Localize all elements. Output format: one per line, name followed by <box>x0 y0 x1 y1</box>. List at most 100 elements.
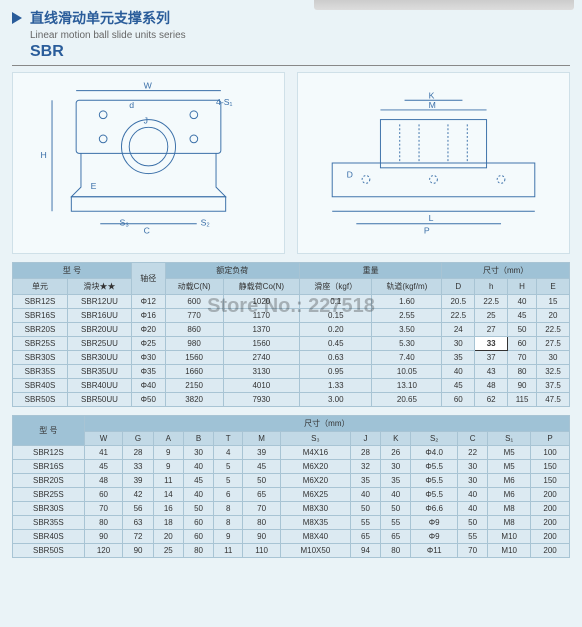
table-header: M <box>243 432 281 446</box>
table-cell: 70 <box>84 502 123 516</box>
t1-block: 滑块★★ <box>67 279 131 295</box>
table-cell: 56 <box>123 502 153 516</box>
dim-S2: S₂ <box>201 218 210 228</box>
table-cell: 6 <box>214 488 243 502</box>
table-cell: 40 <box>183 488 213 502</box>
table-cell: 90 <box>84 530 123 544</box>
table-cell: 72 <box>123 530 153 544</box>
table-cell: 30 <box>183 446 213 460</box>
table-cell: 7930 <box>223 393 299 407</box>
diagram-front: W H C S₂ d 4-S₁ E S₃ J <box>12 72 285 254</box>
spec-table-2: 型 号 尺寸（mm） WGABTMS₃JKS₂CS₁P SBR12S412893… <box>12 415 570 558</box>
table-cell: 7.40 <box>372 351 442 365</box>
table-cell: 47.5 <box>536 393 569 407</box>
t1-load: 额定负荷 <box>165 263 300 279</box>
dim-J: J <box>144 115 148 125</box>
table-cell: 55 <box>350 516 380 530</box>
table-cell: 27 <box>475 323 508 337</box>
table-header: S₂ <box>411 432 458 446</box>
table-header: A <box>153 432 183 446</box>
table-cell: 55 <box>381 516 411 530</box>
table-cell: 50 <box>183 502 213 516</box>
table-cell: 50 <box>508 323 537 337</box>
table-cell: 150 <box>531 460 570 474</box>
table-cell: 120 <box>84 544 123 558</box>
table-cell: 9 <box>153 446 183 460</box>
divider <box>12 65 570 66</box>
table-cell: M8X35 <box>280 516 350 530</box>
table-cell: SBR30S <box>13 351 68 365</box>
table-cell: M6X25 <box>280 488 350 502</box>
table-cell: 20.65 <box>372 393 442 407</box>
t1-stat: 静载荷Co(N) <box>223 279 299 295</box>
table-cell: SBR25UU <box>67 337 131 351</box>
table-cell: SBR35S <box>13 516 85 530</box>
table-cell: SBR35S <box>13 365 68 379</box>
table-cell: 20.5 <box>442 295 475 309</box>
table-cell: SBR20S <box>13 323 68 337</box>
table-cell: 8 <box>214 516 243 530</box>
table-cell: 35 <box>442 351 475 365</box>
table-cell: 9 <box>214 530 243 544</box>
table-cell: M10X50 <box>280 544 350 558</box>
table-cell: Φ12 <box>131 295 165 309</box>
table-header: S₁ <box>488 432 531 446</box>
table-cell: 90 <box>243 530 281 544</box>
table-cell: 80 <box>243 516 281 530</box>
dim-E: E <box>91 181 97 191</box>
table-cell: 5 <box>214 460 243 474</box>
table-cell: M8 <box>488 516 531 530</box>
t2-model: 型 号 <box>13 416 85 446</box>
table-cell: 42 <box>123 488 153 502</box>
table-cell: SBR50S <box>13 544 85 558</box>
table-cell: 45 <box>442 379 475 393</box>
table-cell: 28 <box>123 446 153 460</box>
table-cell: 25 <box>153 544 183 558</box>
table-cell: 50 <box>243 474 281 488</box>
table-cell: 20 <box>536 309 569 323</box>
table-cell: 63 <box>123 516 153 530</box>
dim-M: M <box>429 100 436 110</box>
table-cell: 13.10 <box>372 379 442 393</box>
table-header: C <box>458 432 488 446</box>
table-cell: M8X40 <box>280 530 350 544</box>
table-cell: SBR16UU <box>67 309 131 323</box>
rail-photo <box>314 0 574 10</box>
table-cell: 30 <box>458 474 488 488</box>
table-cell: Φ16 <box>131 309 165 323</box>
table-cell: 0.1 <box>300 295 372 309</box>
table-cell: 0.15 <box>300 309 372 323</box>
table-cell: M6 <box>488 474 531 488</box>
table-cell: Φ4.0 <box>411 446 458 460</box>
table-header: G <box>123 432 153 446</box>
table-cell: 4 <box>214 446 243 460</box>
table-cell: M8 <box>488 502 531 516</box>
table-cell: SBR25S <box>13 488 85 502</box>
table-header: K <box>381 432 411 446</box>
series-label: SBR <box>0 43 582 61</box>
title-cn: 直线滑动单元支撑系列 <box>30 8 170 28</box>
table-cell: 200 <box>531 516 570 530</box>
table-cell: 50 <box>381 502 411 516</box>
table-cell: SBR35UU <box>67 365 131 379</box>
table-cell: 50 <box>458 516 488 530</box>
table-cell: M8X30 <box>280 502 350 516</box>
table-cell: M5 <box>488 460 531 474</box>
table-header: P <box>531 432 570 446</box>
table-cell: 200 <box>531 530 570 544</box>
table-cell: 40 <box>458 488 488 502</box>
table-cell: 200 <box>531 502 570 516</box>
table-cell: 60 <box>84 488 123 502</box>
table-cell: 22.5 <box>536 323 569 337</box>
table-cell: 15 <box>536 295 569 309</box>
diagram-side: M K L P D <box>297 72 570 254</box>
table-cell: 30 <box>536 351 569 365</box>
table-cell: 22.5 <box>475 295 508 309</box>
table-cell: Φ9 <box>411 516 458 530</box>
table-cell: 90 <box>508 379 537 393</box>
table-cell: SBR20S <box>13 474 85 488</box>
t1-dyn: 动载C(N) <box>165 279 223 295</box>
table-cell: 0.63 <box>300 351 372 365</box>
table-cell: 45 <box>243 460 281 474</box>
table-cell: 200 <box>531 488 570 502</box>
